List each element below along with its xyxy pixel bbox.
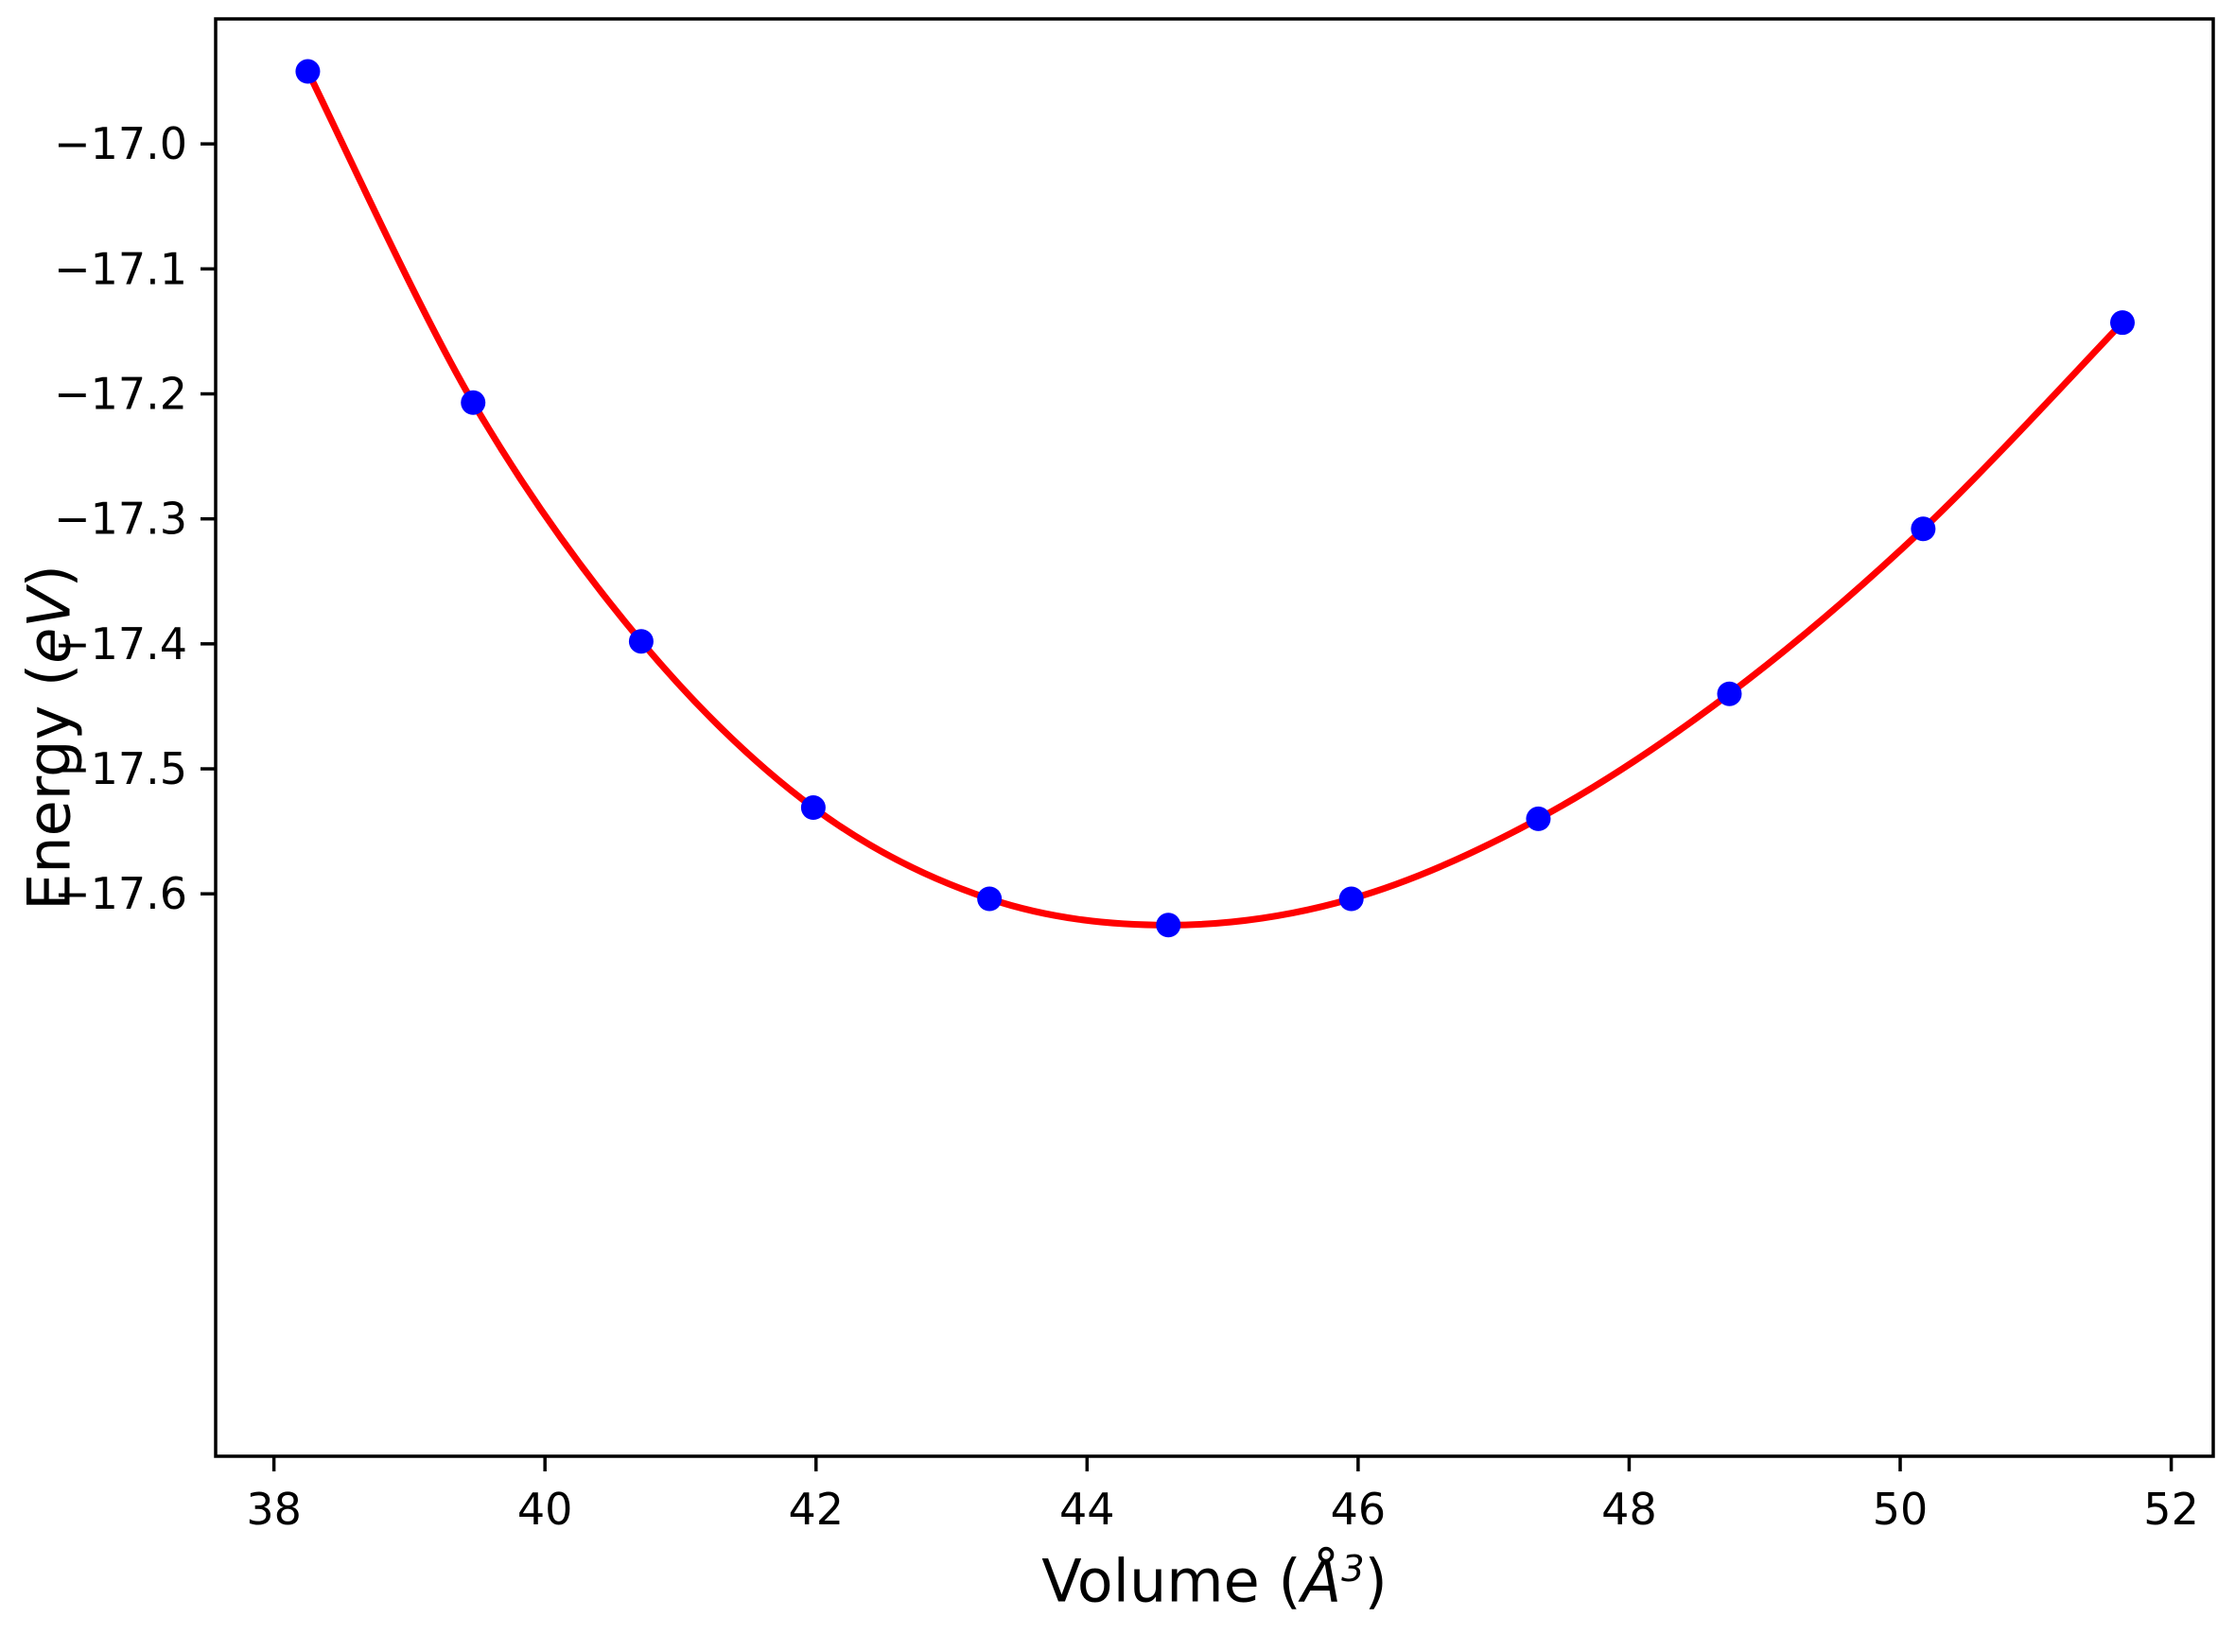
data-point-7 <box>1526 806 1551 831</box>
x-tick-label: 42 <box>788 1484 844 1535</box>
x-tick-label: 50 <box>1873 1484 1929 1535</box>
data-point-9 <box>1911 516 1936 542</box>
y-tick-label: −17.4 <box>54 618 187 669</box>
y-tick-label: −17.2 <box>54 369 187 420</box>
data-point-2 <box>628 629 654 654</box>
x-tick-label: 52 <box>2143 1484 2199 1535</box>
y-axis-label-close: ) <box>14 565 84 588</box>
x-axis-label: Volume (Å3) <box>1041 1547 1388 1616</box>
y-tick-label: −17.6 <box>54 868 187 919</box>
x-axis-unit: Å <box>1301 1546 1342 1616</box>
x-axis-label-close: ) <box>1364 1546 1388 1616</box>
y-axis-label-text: Energy ( <box>14 663 84 911</box>
x-tick-label: 38 <box>246 1484 302 1535</box>
data-point-5 <box>1156 913 1181 938</box>
x-tick-label: 46 <box>1331 1484 1387 1535</box>
data-point-3 <box>800 795 826 821</box>
y-tick-label: −17.0 <box>54 118 187 169</box>
eos-fit-curve <box>304 68 2126 929</box>
x-axis-unit-exponent: 3 <box>1341 1547 1365 1591</box>
data-point-6 <box>1338 886 1364 912</box>
y-axis-unit: eV <box>14 587 84 664</box>
plot-frame <box>214 17 2215 1458</box>
x-tick-label: 44 <box>1059 1484 1115 1535</box>
x-tick-label: 40 <box>517 1484 573 1535</box>
y-tick-label: −17.1 <box>54 243 187 294</box>
data-point-8 <box>1717 681 1742 706</box>
x-axis-label-text: Volume ( <box>1041 1546 1301 1616</box>
x-tick-label: 48 <box>1601 1484 1657 1535</box>
y-tick-label: −17.5 <box>54 743 187 794</box>
y-axis-label: Energy (eV) <box>15 565 84 911</box>
y-tick-label: −17.3 <box>54 494 187 545</box>
data-point-1 <box>461 390 486 415</box>
data-point-0 <box>295 59 321 84</box>
data-point-10 <box>2110 310 2135 336</box>
data-point-4 <box>977 886 1003 912</box>
